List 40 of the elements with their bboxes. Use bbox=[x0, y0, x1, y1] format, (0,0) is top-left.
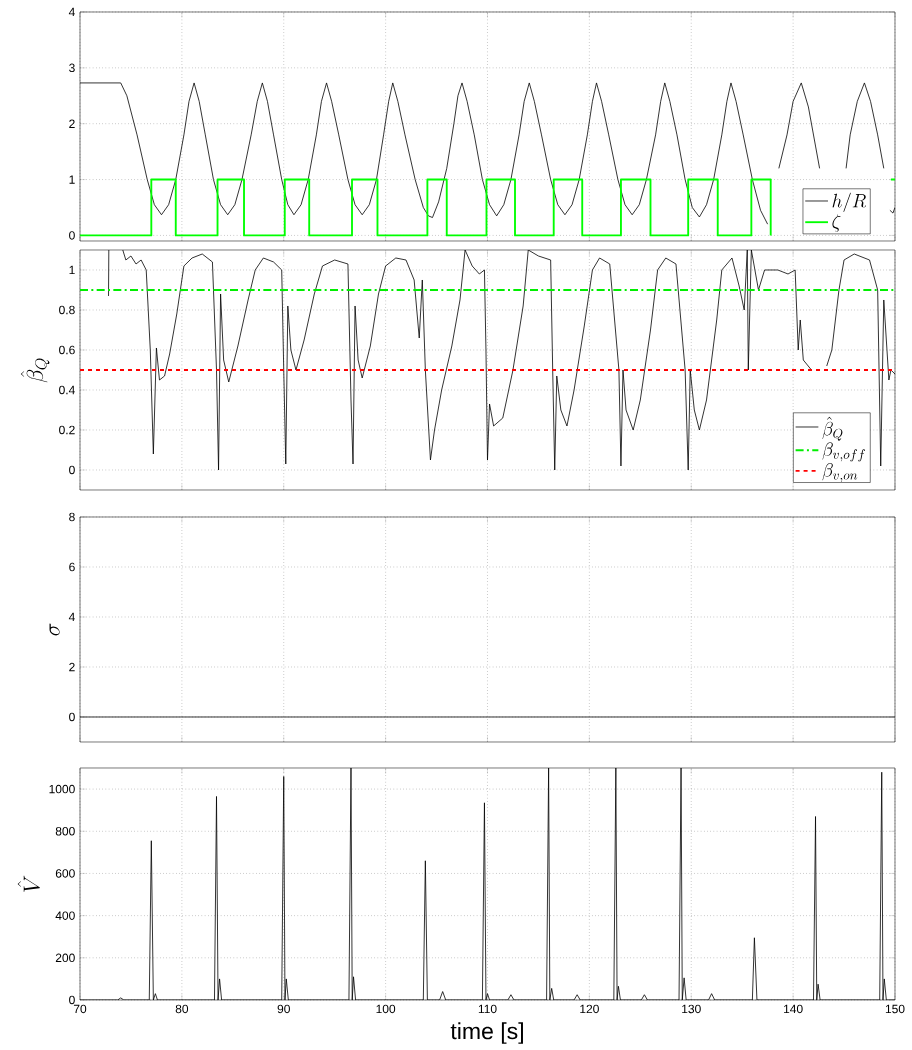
y-axis-title: $\sigma$ bbox=[49, 623, 60, 636]
y-tick-label: 0 bbox=[69, 231, 75, 240]
y-tick-label: 0.4 bbox=[59, 385, 75, 395]
legend-label: $\beta_{v,on}$ bbox=[822, 463, 858, 482]
y-tick-label: 1 bbox=[69, 175, 75, 184]
y-tick-label: 3 bbox=[69, 63, 75, 73]
legend-label: $\hat{\beta}_Q$ bbox=[822, 416, 843, 441]
y-tick-label: 4 bbox=[68, 612, 75, 622]
y-tick-label: 400 bbox=[55, 911, 75, 920]
y-tick-label: 0 bbox=[69, 712, 75, 722]
y-tick-label: 800 bbox=[55, 827, 75, 836]
x-tick-label: 70 bbox=[73, 1004, 87, 1014]
x-tick-label: 140 bbox=[784, 1004, 803, 1014]
y-tick-label: 0.2 bbox=[59, 425, 75, 435]
legend-label: $h/R$ bbox=[832, 192, 867, 212]
x-tick-label: 90 bbox=[277, 1004, 290, 1014]
x-tick-label: 100 bbox=[376, 1004, 396, 1014]
legend-label: $\beta_{v,off}$ bbox=[822, 442, 865, 462]
x-tick-label: 110 bbox=[478, 1004, 497, 1014]
legend-label: $\zeta$ bbox=[832, 214, 841, 232]
y-axis-title: $\hat{\beta}_Q$ bbox=[20, 358, 50, 383]
y-tick-label: 0.6 bbox=[59, 345, 75, 355]
x-tick-label: 130 bbox=[682, 1004, 701, 1014]
x-tick-label: 150 bbox=[885, 1004, 905, 1014]
y-tick-label: 0 bbox=[69, 465, 75, 475]
x-tick-label: 120 bbox=[580, 1004, 599, 1014]
y-tick-label: 200 bbox=[55, 953, 75, 963]
y-tick-label: 1 bbox=[69, 265, 75, 275]
x-axis-title: time [s] bbox=[450, 1022, 523, 1044]
y-tick-label: 1000 bbox=[49, 784, 75, 794]
y-tick-label: 6 bbox=[69, 562, 75, 572]
y-tick-label: 600 bbox=[55, 869, 75, 878]
y-tick-label: 4 bbox=[68, 7, 75, 17]
y-tick-label: 8 bbox=[69, 512, 75, 522]
y-axis-title: $\hat{V}$ bbox=[17, 875, 40, 892]
y-tick-label: 2 bbox=[69, 662, 75, 672]
y-tick-label: 0 bbox=[69, 995, 75, 1005]
y-tick-label: 0.8 bbox=[59, 305, 75, 315]
x-tick-label: 80 bbox=[175, 1004, 189, 1014]
y-tick-label: 2 bbox=[69, 119, 75, 128]
